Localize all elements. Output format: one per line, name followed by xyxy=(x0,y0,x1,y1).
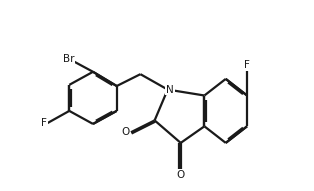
Text: O: O xyxy=(176,170,185,180)
Text: Br: Br xyxy=(63,54,75,64)
Text: O: O xyxy=(121,127,129,137)
Text: F: F xyxy=(41,118,47,129)
Text: F: F xyxy=(244,60,250,70)
Text: N: N xyxy=(166,85,174,95)
